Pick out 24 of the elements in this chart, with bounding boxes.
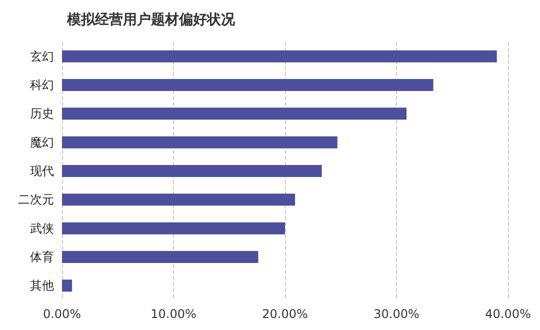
bar xyxy=(62,79,434,91)
x-tick-label: 40.00% xyxy=(485,307,531,321)
y-tick-label: 历史 xyxy=(30,106,54,121)
bar xyxy=(62,108,407,120)
bar xyxy=(62,165,322,177)
bar xyxy=(62,251,258,263)
bar xyxy=(62,50,497,62)
y-tick-label: 体育 xyxy=(30,250,54,264)
y-tick-label: 二次元 xyxy=(18,192,54,207)
y-tick-label: 现代 xyxy=(30,164,54,178)
x-tick-label: 20.00% xyxy=(262,307,308,321)
y-tick-label: 魔幻 xyxy=(30,135,54,150)
y-tick-label: 武侠 xyxy=(30,221,54,236)
bar xyxy=(62,280,72,292)
x-tick-label: 10.00% xyxy=(150,307,196,321)
y-tick-label: 科幻 xyxy=(30,78,54,92)
x-tick-label: 30.00% xyxy=(374,307,420,321)
y-tick-label: 玄幻 xyxy=(30,49,54,64)
bar xyxy=(62,136,338,148)
bar xyxy=(62,222,285,234)
y-tick-label: 其他 xyxy=(30,278,54,293)
x-tick-label: 0.00% xyxy=(42,307,82,321)
bar xyxy=(62,194,296,206)
chart-title: 模拟经营用户题材偏好状况 xyxy=(66,11,236,28)
